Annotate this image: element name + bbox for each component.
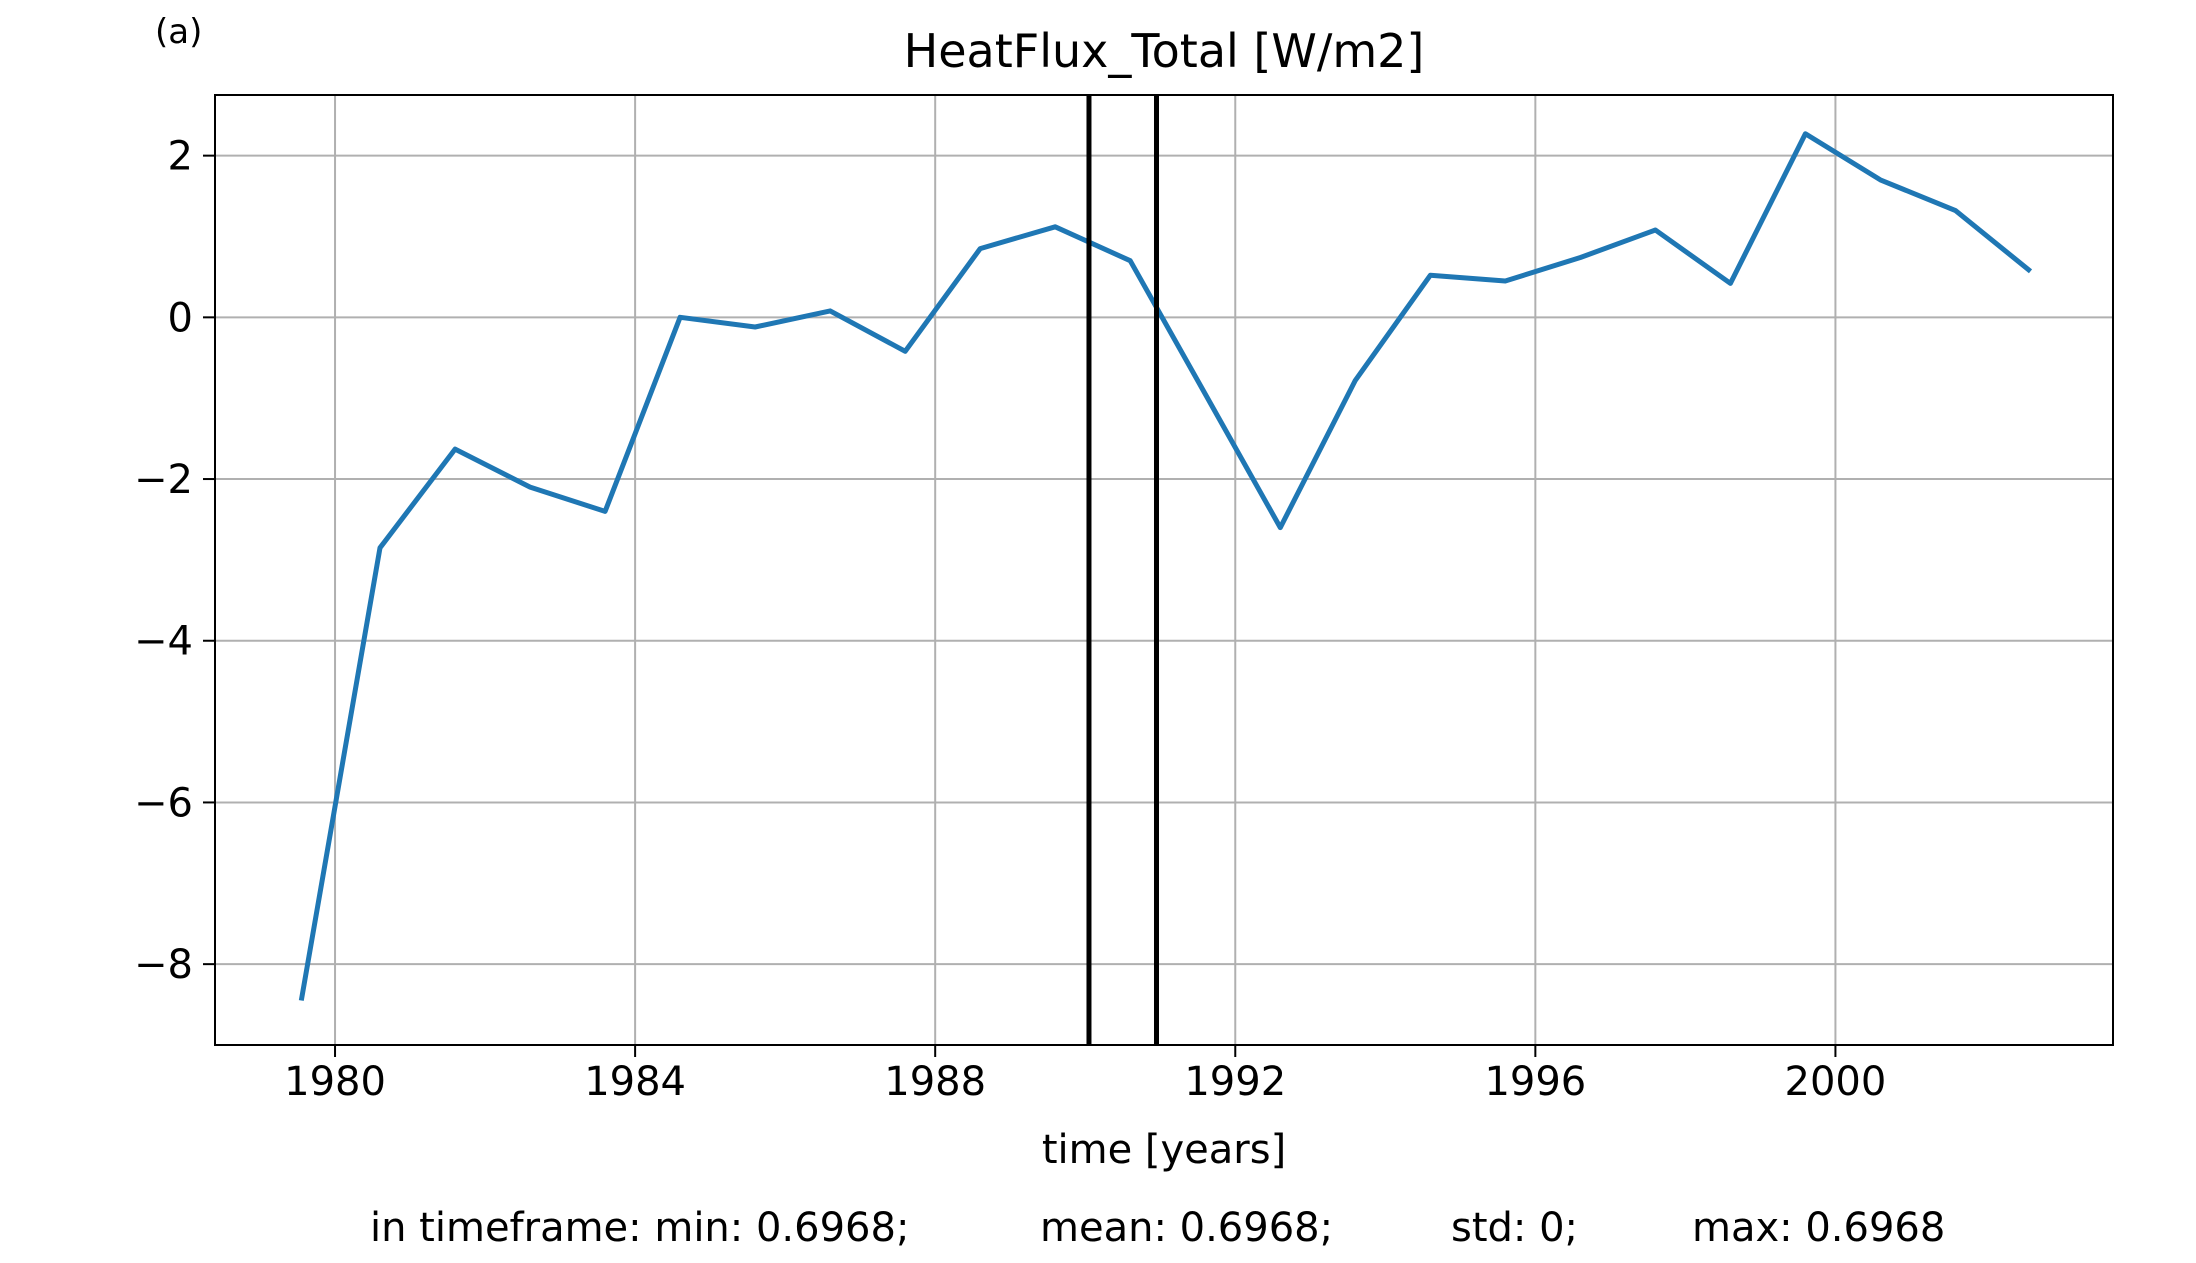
- y-tick-label: −6: [134, 780, 193, 826]
- vertical-markers: [1086, 95, 1159, 1045]
- x-axis-label: time [years]: [1042, 1127, 1286, 1173]
- stat-mean: mean: 0.6968;: [1040, 1205, 1334, 1251]
- stat-std: std: 0;: [1451, 1205, 1579, 1251]
- y-tick-label: −8: [134, 942, 193, 988]
- x-tick-label: 2000: [1785, 1059, 1887, 1105]
- x-tick-label: 1984: [584, 1059, 686, 1105]
- stat-min: in timeframe: min: 0.6968;: [370, 1205, 910, 1251]
- y-tick-label: −2: [134, 457, 193, 503]
- plot-frame: [214, 94, 2114, 1046]
- series-line: [298, 131, 2033, 1001]
- x-tick-label: 1992: [1184, 1059, 1286, 1105]
- y-axis-ticks: 2 0 −2 −4 −6 −8: [134, 134, 215, 988]
- x-tick-label: 1988: [884, 1059, 986, 1105]
- y-tick-label: 0: [168, 295, 193, 341]
- x-tick-label: 1980: [284, 1059, 386, 1105]
- stat-max: max: 0.6968: [1692, 1205, 1946, 1251]
- series-layer: [298, 131, 2033, 1001]
- panel-label: (a): [155, 12, 203, 52]
- x-tick-label: 1996: [1484, 1059, 1586, 1105]
- y-tick-label: −4: [134, 619, 193, 665]
- x-axis-ticks: 1980 1984 1988 1992 1996 2000: [284, 1045, 1886, 1105]
- y-tick-label: 2: [168, 134, 193, 180]
- chart-title: HeatFlux_Total [W/m2]: [904, 24, 1425, 78]
- grid: [215, 95, 2113, 1045]
